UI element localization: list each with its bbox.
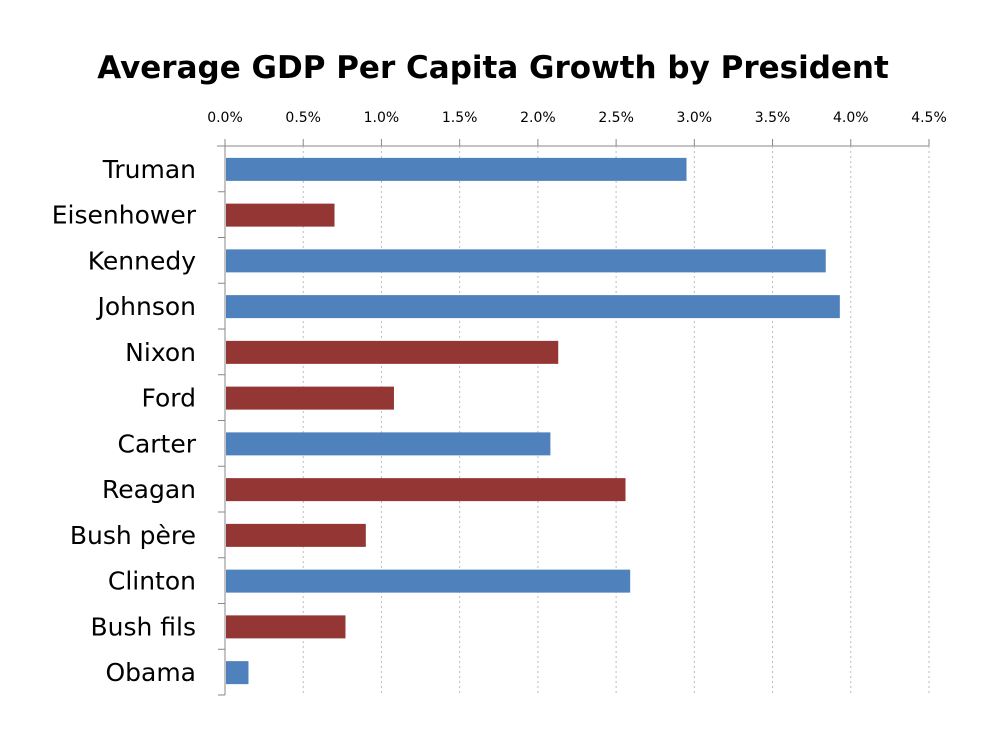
bar-truman xyxy=(226,157,687,181)
category-label: Clinton xyxy=(108,567,196,596)
category-label: Johnson xyxy=(95,292,196,321)
x-tick-label: 4.5% xyxy=(911,110,947,126)
category-label: Bush père xyxy=(70,521,196,550)
x-tick-label: 0.5% xyxy=(285,110,321,126)
x-tick-label: 1.5% xyxy=(442,110,478,126)
bar-nixon xyxy=(226,340,559,364)
x-tick-label: 3.0% xyxy=(677,110,713,126)
category-label: Reagan xyxy=(102,475,196,504)
category-label: Ford xyxy=(142,384,197,413)
bar-eisenhower xyxy=(226,203,335,227)
bar-carter xyxy=(226,432,551,456)
category-label: Bush fils xyxy=(90,612,196,641)
x-tick-label: 1.0% xyxy=(364,110,400,126)
x-tick-label: 3.5% xyxy=(755,110,791,126)
category-label: Carter xyxy=(117,429,196,458)
bar-johnson xyxy=(226,295,840,319)
x-tick-label: 2.5% xyxy=(598,110,634,126)
x-tick-label: 2.0% xyxy=(520,110,556,126)
bar-kennedy xyxy=(226,249,826,273)
category-label: Truman xyxy=(102,155,196,184)
category-label: Nixon xyxy=(125,338,196,367)
category-label: Obama xyxy=(105,658,196,687)
bar-bush-p-re xyxy=(226,523,366,547)
chart-title: Average GDP Per Capita Growth by Preside… xyxy=(97,50,889,86)
bar-ford xyxy=(226,386,394,410)
x-tick-label: 0.0% xyxy=(207,110,243,126)
bar-clinton xyxy=(226,569,631,593)
bar-obama xyxy=(226,661,249,685)
category-label: Kennedy xyxy=(88,246,196,275)
x-tick-label: 4.0% xyxy=(833,110,869,126)
category-label: Eisenhower xyxy=(52,201,197,230)
bar-bush-fils xyxy=(226,615,346,639)
bar-reagan xyxy=(226,478,626,502)
